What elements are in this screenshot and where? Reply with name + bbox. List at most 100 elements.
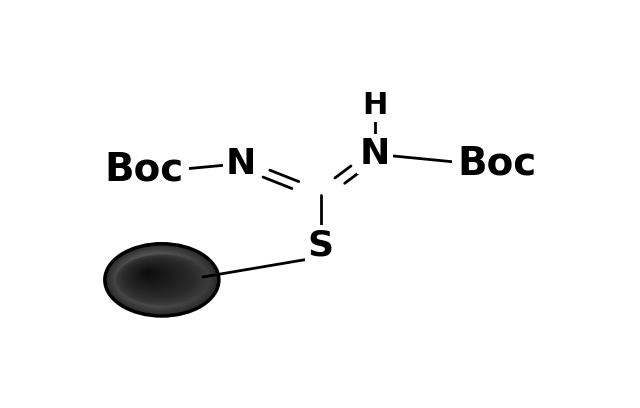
- Ellipse shape: [145, 271, 154, 276]
- Ellipse shape: [126, 264, 200, 297]
- Ellipse shape: [127, 261, 188, 294]
- Ellipse shape: [135, 264, 176, 290]
- Ellipse shape: [150, 275, 190, 293]
- Ellipse shape: [120, 257, 200, 301]
- Ellipse shape: [139, 270, 195, 295]
- Ellipse shape: [119, 253, 198, 304]
- Ellipse shape: [166, 283, 184, 291]
- Ellipse shape: [129, 260, 184, 295]
- Ellipse shape: [134, 263, 177, 291]
- Ellipse shape: [127, 259, 187, 297]
- Ellipse shape: [115, 251, 205, 308]
- Ellipse shape: [125, 257, 189, 299]
- Ellipse shape: [122, 255, 195, 302]
- Ellipse shape: [145, 271, 161, 281]
- Ellipse shape: [135, 264, 175, 290]
- Ellipse shape: [118, 253, 199, 304]
- Ellipse shape: [136, 266, 170, 284]
- Ellipse shape: [156, 278, 188, 293]
- Ellipse shape: [112, 248, 209, 310]
- Ellipse shape: [131, 262, 181, 293]
- Ellipse shape: [124, 257, 191, 299]
- Ellipse shape: [147, 273, 157, 279]
- Ellipse shape: [137, 266, 173, 288]
- Ellipse shape: [134, 265, 173, 287]
- Ellipse shape: [118, 253, 200, 305]
- Ellipse shape: [141, 268, 167, 285]
- Ellipse shape: [135, 268, 196, 296]
- Ellipse shape: [142, 271, 194, 295]
- Ellipse shape: [107, 245, 216, 314]
- Ellipse shape: [175, 287, 180, 290]
- Ellipse shape: [143, 269, 164, 283]
- Ellipse shape: [132, 263, 179, 292]
- Ellipse shape: [124, 257, 191, 299]
- Ellipse shape: [147, 272, 150, 274]
- Ellipse shape: [117, 252, 201, 305]
- Ellipse shape: [144, 270, 163, 282]
- Ellipse shape: [122, 256, 194, 301]
- Ellipse shape: [142, 269, 165, 284]
- Ellipse shape: [140, 271, 195, 295]
- Ellipse shape: [149, 274, 155, 277]
- Ellipse shape: [141, 268, 166, 284]
- Ellipse shape: [116, 251, 203, 306]
- Ellipse shape: [125, 258, 189, 298]
- Ellipse shape: [115, 251, 204, 307]
- Ellipse shape: [141, 269, 159, 279]
- Ellipse shape: [172, 286, 182, 290]
- Ellipse shape: [113, 249, 207, 309]
- Ellipse shape: [142, 269, 166, 284]
- Ellipse shape: [132, 266, 198, 296]
- Ellipse shape: [140, 267, 169, 286]
- Ellipse shape: [122, 257, 198, 300]
- Ellipse shape: [136, 265, 173, 289]
- Text: Boc: Boc: [457, 144, 536, 183]
- Ellipse shape: [152, 276, 190, 293]
- Ellipse shape: [138, 266, 171, 287]
- Ellipse shape: [124, 257, 192, 300]
- Ellipse shape: [170, 285, 182, 290]
- Text: Boc: Boc: [105, 151, 184, 189]
- Ellipse shape: [120, 254, 197, 303]
- Text: H: H: [362, 91, 388, 120]
- Ellipse shape: [131, 266, 198, 297]
- Ellipse shape: [150, 274, 154, 277]
- Ellipse shape: [109, 247, 212, 312]
- Ellipse shape: [108, 246, 215, 314]
- Ellipse shape: [162, 281, 186, 292]
- Ellipse shape: [136, 265, 174, 289]
- Ellipse shape: [140, 268, 168, 285]
- Ellipse shape: [111, 248, 209, 310]
- Ellipse shape: [114, 250, 206, 308]
- Ellipse shape: [140, 268, 164, 281]
- Ellipse shape: [113, 249, 207, 309]
- Ellipse shape: [109, 246, 213, 313]
- Ellipse shape: [146, 272, 159, 280]
- Ellipse shape: [117, 255, 205, 304]
- Ellipse shape: [108, 246, 214, 313]
- Ellipse shape: [131, 263, 180, 290]
- Ellipse shape: [128, 261, 186, 293]
- Ellipse shape: [148, 273, 157, 279]
- Ellipse shape: [148, 274, 191, 294]
- Ellipse shape: [161, 280, 186, 292]
- Ellipse shape: [127, 259, 186, 297]
- Ellipse shape: [110, 247, 211, 311]
- Ellipse shape: [143, 270, 163, 283]
- Ellipse shape: [136, 268, 196, 296]
- Ellipse shape: [129, 262, 184, 292]
- Ellipse shape: [169, 284, 183, 290]
- Ellipse shape: [134, 264, 177, 291]
- Ellipse shape: [120, 254, 198, 303]
- Text: N: N: [360, 137, 390, 171]
- Ellipse shape: [139, 267, 170, 287]
- Text: N: N: [226, 146, 257, 181]
- Ellipse shape: [138, 269, 195, 295]
- Ellipse shape: [143, 270, 156, 277]
- Ellipse shape: [133, 263, 178, 291]
- Ellipse shape: [164, 282, 185, 291]
- Ellipse shape: [142, 270, 157, 278]
- Ellipse shape: [149, 274, 156, 278]
- Ellipse shape: [129, 265, 199, 297]
